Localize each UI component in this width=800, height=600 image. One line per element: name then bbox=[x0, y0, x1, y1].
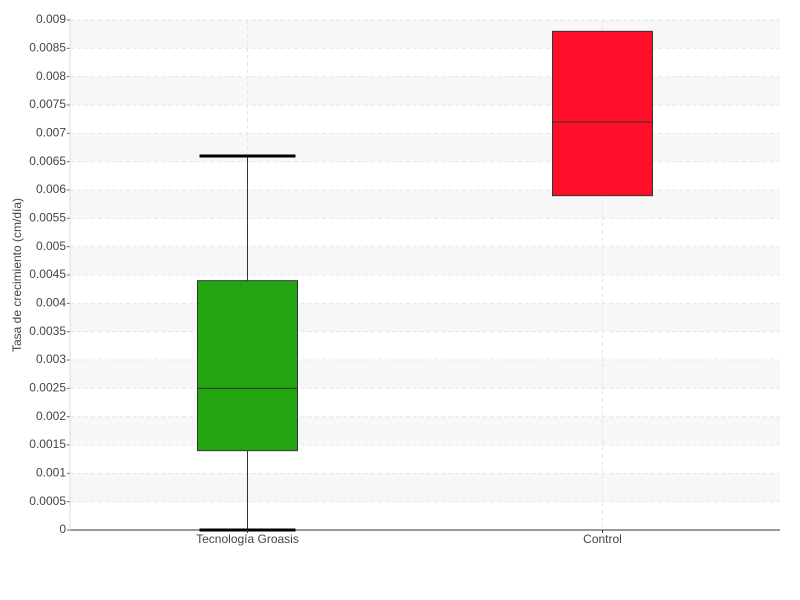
y-tick-label: 0.0055 bbox=[29, 211, 66, 225]
y-tick-label: 0.003 bbox=[36, 352, 66, 366]
box bbox=[197, 280, 298, 452]
y-tick-label: 0.002 bbox=[36, 409, 66, 423]
y-tick-label: 0.0015 bbox=[29, 437, 66, 451]
grid-band bbox=[70, 76, 780, 105]
y-tick-label: 0.005 bbox=[36, 239, 66, 253]
grid-band bbox=[70, 303, 780, 332]
x-tick-label: Control bbox=[583, 532, 622, 546]
grid-band bbox=[70, 190, 780, 219]
y-tick-label: 0.0045 bbox=[29, 267, 66, 281]
y-tick-label: 0.006 bbox=[36, 182, 66, 196]
y-tick-label: 0.009 bbox=[36, 12, 66, 26]
y-tick-label: 0.0035 bbox=[29, 324, 66, 338]
grid-band bbox=[70, 20, 780, 49]
y-tick-label: 0.0025 bbox=[29, 381, 66, 395]
y-tick-label: 0 bbox=[59, 522, 66, 536]
y-tick-label: 0.0065 bbox=[29, 154, 66, 168]
x-tick-label: Tecnología Groasis bbox=[196, 532, 299, 546]
y-tick-label: 0.007 bbox=[36, 126, 66, 140]
grid-band bbox=[70, 360, 780, 389]
y-tick-label: 0.0085 bbox=[29, 41, 66, 55]
y-tick-label: 0.001 bbox=[36, 466, 66, 480]
grid-band bbox=[70, 473, 780, 502]
grid-band bbox=[70, 133, 780, 162]
grid-band bbox=[70, 416, 780, 445]
grid-band bbox=[70, 246, 780, 275]
box bbox=[552, 30, 653, 197]
y-tick-label: 0.0005 bbox=[29, 494, 66, 508]
y-tick-label: 0.008 bbox=[36, 69, 66, 83]
y-axis-label: Tasa de crecimiento (cm/día) bbox=[10, 198, 24, 352]
y-tick-label: 0.0075 bbox=[29, 97, 66, 111]
y-tick-label: 0.004 bbox=[36, 296, 66, 310]
